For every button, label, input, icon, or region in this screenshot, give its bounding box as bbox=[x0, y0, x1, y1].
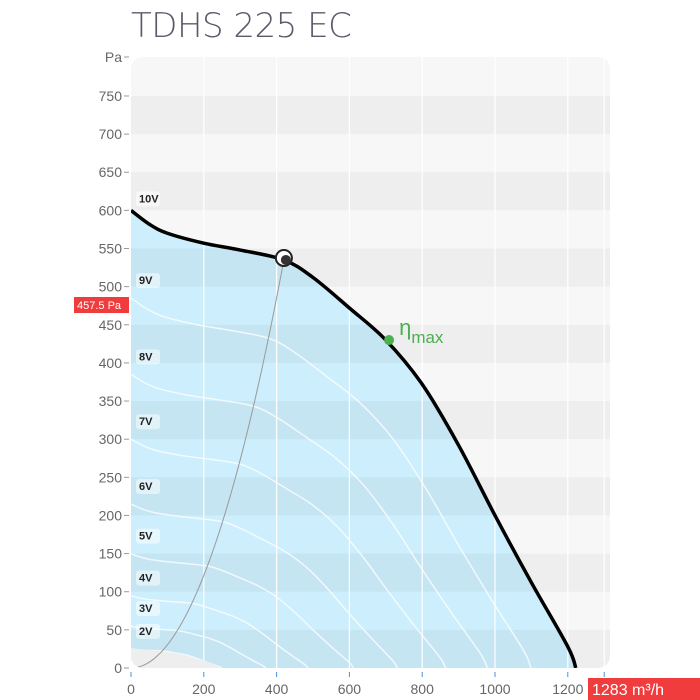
voltage-label-bg bbox=[136, 570, 160, 586]
voltage-label-bg bbox=[136, 623, 160, 639]
grid-band bbox=[131, 172, 610, 210]
chart-title: TDHS 225 EC bbox=[131, 6, 352, 46]
x-tick-label: 600 bbox=[338, 681, 362, 697]
x-tick-label: 400 bbox=[265, 681, 289, 697]
y-readout-bg bbox=[74, 297, 129, 313]
operating-area-fill bbox=[131, 210, 576, 668]
y-tick-label: 0 bbox=[114, 660, 122, 676]
voltage-label-8V: 8V bbox=[139, 351, 153, 363]
voltage-label-bg bbox=[136, 273, 160, 289]
x-readout: 1283 m³/h bbox=[592, 682, 664, 699]
y-tick-label: 650 bbox=[99, 164, 123, 180]
y-tick-label: 500 bbox=[99, 279, 123, 295]
y-tick-label: 300 bbox=[99, 431, 123, 447]
voltage-label-bg bbox=[136, 414, 160, 430]
voltage-curve-5V bbox=[131, 552, 355, 668]
y-tick-label: 700 bbox=[99, 126, 123, 142]
x-tick-label: 200 bbox=[192, 681, 216, 697]
voltage-label-3V: 3V bbox=[139, 603, 153, 615]
voltage-label-bg bbox=[136, 601, 160, 617]
voltage-label-bg bbox=[136, 479, 160, 495]
grid-band bbox=[131, 477, 610, 515]
y-readout: 457.5 Pa bbox=[77, 300, 122, 312]
y-tick-label: 400 bbox=[99, 355, 123, 371]
grid-band bbox=[131, 96, 610, 134]
voltage-label-bg bbox=[136, 528, 160, 544]
voltage-curve-8V bbox=[131, 373, 489, 668]
y-axis-unit: Pa bbox=[105, 49, 122, 65]
eta-max-point bbox=[384, 335, 395, 346]
voltage-label-7V: 7V bbox=[139, 416, 153, 428]
y-tick-label: 200 bbox=[99, 507, 123, 523]
voltage-label-bg bbox=[136, 191, 160, 207]
y-tick-label: 50 bbox=[106, 622, 122, 638]
y-tick-label: 150 bbox=[99, 546, 123, 562]
main-curve-10V bbox=[131, 208, 578, 668]
y-tick-label: 600 bbox=[99, 202, 123, 218]
eta-max-subscript: max bbox=[411, 328, 444, 347]
x-tick-label: 1000 bbox=[479, 681, 510, 697]
x-readout-bg bbox=[588, 678, 700, 700]
y-tick-label: 100 bbox=[99, 584, 123, 600]
voltage-label-5V: 5V bbox=[139, 531, 153, 543]
voltage-curve-7V bbox=[131, 438, 447, 668]
y-tick-label: 350 bbox=[99, 393, 123, 409]
y-tick-label: 450 bbox=[99, 317, 123, 333]
voltage-label-6V: 6V bbox=[139, 481, 153, 493]
y-tick-label: 250 bbox=[99, 469, 123, 485]
system-curve bbox=[134, 259, 285, 668]
grid-band bbox=[131, 401, 610, 439]
low-region bbox=[131, 648, 222, 668]
grid-band bbox=[131, 325, 610, 363]
voltage-curve-6V bbox=[131, 503, 398, 668]
operating-point bbox=[280, 254, 291, 265]
voltage-label-2V: 2V bbox=[139, 626, 153, 638]
voltage-label-9V: 9V bbox=[139, 275, 153, 287]
voltage-curve-9V bbox=[131, 297, 532, 668]
y-tick-label: 550 bbox=[99, 241, 123, 257]
x-tick-label: 1200 bbox=[552, 681, 583, 697]
x-tick-label: 800 bbox=[411, 681, 435, 697]
voltage-label-10V: 10V bbox=[139, 193, 159, 205]
grid-band bbox=[131, 249, 610, 287]
voltage-label-bg bbox=[136, 349, 160, 365]
x-tick-label: 0 bbox=[127, 681, 135, 697]
y-tick-label: 750 bbox=[99, 88, 123, 104]
plot-area bbox=[131, 57, 610, 668]
voltage-curve-4V bbox=[131, 594, 309, 668]
grid-band bbox=[131, 554, 610, 592]
voltage-label-4V: 4V bbox=[139, 573, 153, 585]
